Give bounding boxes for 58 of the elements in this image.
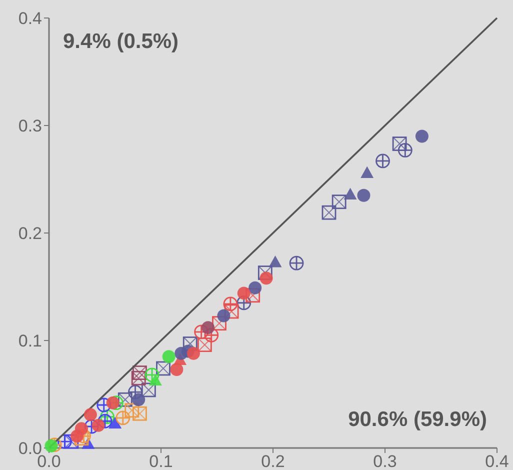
point [258,266,272,280]
point [217,309,230,322]
point [398,143,412,158]
point [144,368,160,382]
point [415,130,428,143]
point [260,272,273,285]
point [128,384,142,400]
annotation: 9.4% (0.5%) [63,30,179,53]
point [236,296,252,310]
point [47,438,62,452]
point [131,370,146,386]
point [204,328,219,342]
point [70,430,84,443]
point [212,316,226,330]
annotation: 90.6% (59.9%) [348,408,487,431]
point [162,350,176,364]
point [100,410,114,424]
point [132,406,147,421]
point [156,361,170,376]
y-tick-label: 0.2 [18,224,42,243]
point [344,188,357,200]
point [197,338,212,352]
point [108,416,122,428]
point [132,393,146,406]
point [237,286,250,300]
x-tick-label: 0.3 [373,452,397,470]
point [74,431,89,446]
point [92,418,105,432]
point [392,136,407,151]
x-tick-label: 0.1 [149,452,173,470]
point [84,419,99,434]
x-tick-label: 0.2 [261,452,285,470]
point [116,410,130,426]
point [186,346,200,360]
point [141,382,156,398]
point [84,408,97,422]
y-tick-label: 0.4 [18,8,42,28]
point [44,439,58,452]
point [98,414,112,428]
point [376,154,390,168]
point [246,288,260,303]
point [118,392,132,407]
y-tick-label: 0.1 [18,331,42,350]
point [96,398,112,412]
point [248,281,262,294]
point [132,366,147,380]
x-tick-label: 0.4 [485,452,509,470]
point [182,336,198,351]
point [357,188,370,202]
point [322,205,336,220]
point [170,363,184,376]
point [106,396,120,410]
point [360,166,374,178]
point [124,403,140,418]
point [202,321,215,334]
point [289,256,304,270]
point [332,194,346,210]
y-tick-label: 0.3 [18,116,42,136]
